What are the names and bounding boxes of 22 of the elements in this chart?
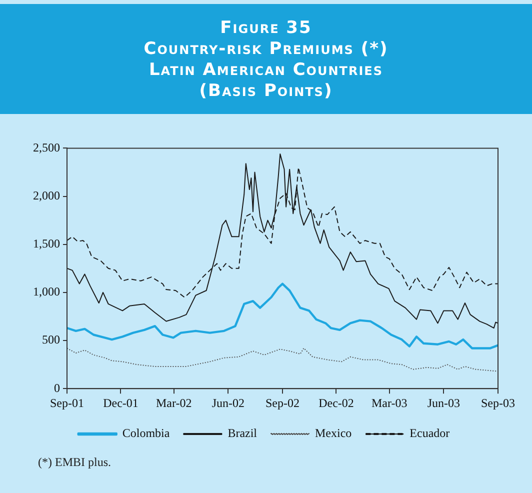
chart-title: Figure 35 Country-risk Premiums (*) Latin American Countries (Basis Points) [142,18,390,102]
legend-label: Colombia [122,426,170,440]
x-tick-label: Sep-03 [481,396,515,410]
x-tick-label: Dec-02 [318,396,354,410]
x-tick-label: Dec-01 [103,396,138,410]
legend-label: Brazil [228,426,258,440]
y-tick-label: 1,000 [33,284,60,299]
legend-label: Ecuador [410,426,450,440]
y-tick-label: 2,000 [33,188,60,202]
y-tick-label: 2,500 [33,140,60,154]
line-series [67,348,498,372]
y-tick-label: 0 [54,380,60,395]
y-tick-label: 500 [42,332,60,347]
x-tick-label: Sep-02 [266,396,300,410]
x-tick-label: Sep-01 [50,396,84,410]
y-tick-label: 1,500 [33,236,60,251]
x-tick-label: Jun-03 [427,396,460,410]
text: (*) EMBI plus. [38,455,111,470]
legend-label: Mexico [315,426,352,440]
x-tick-label: Mar-02 [156,396,192,410]
x-tick-label: Jun-02 [212,396,245,410]
x-tick-label: Mar-03 [371,396,408,410]
